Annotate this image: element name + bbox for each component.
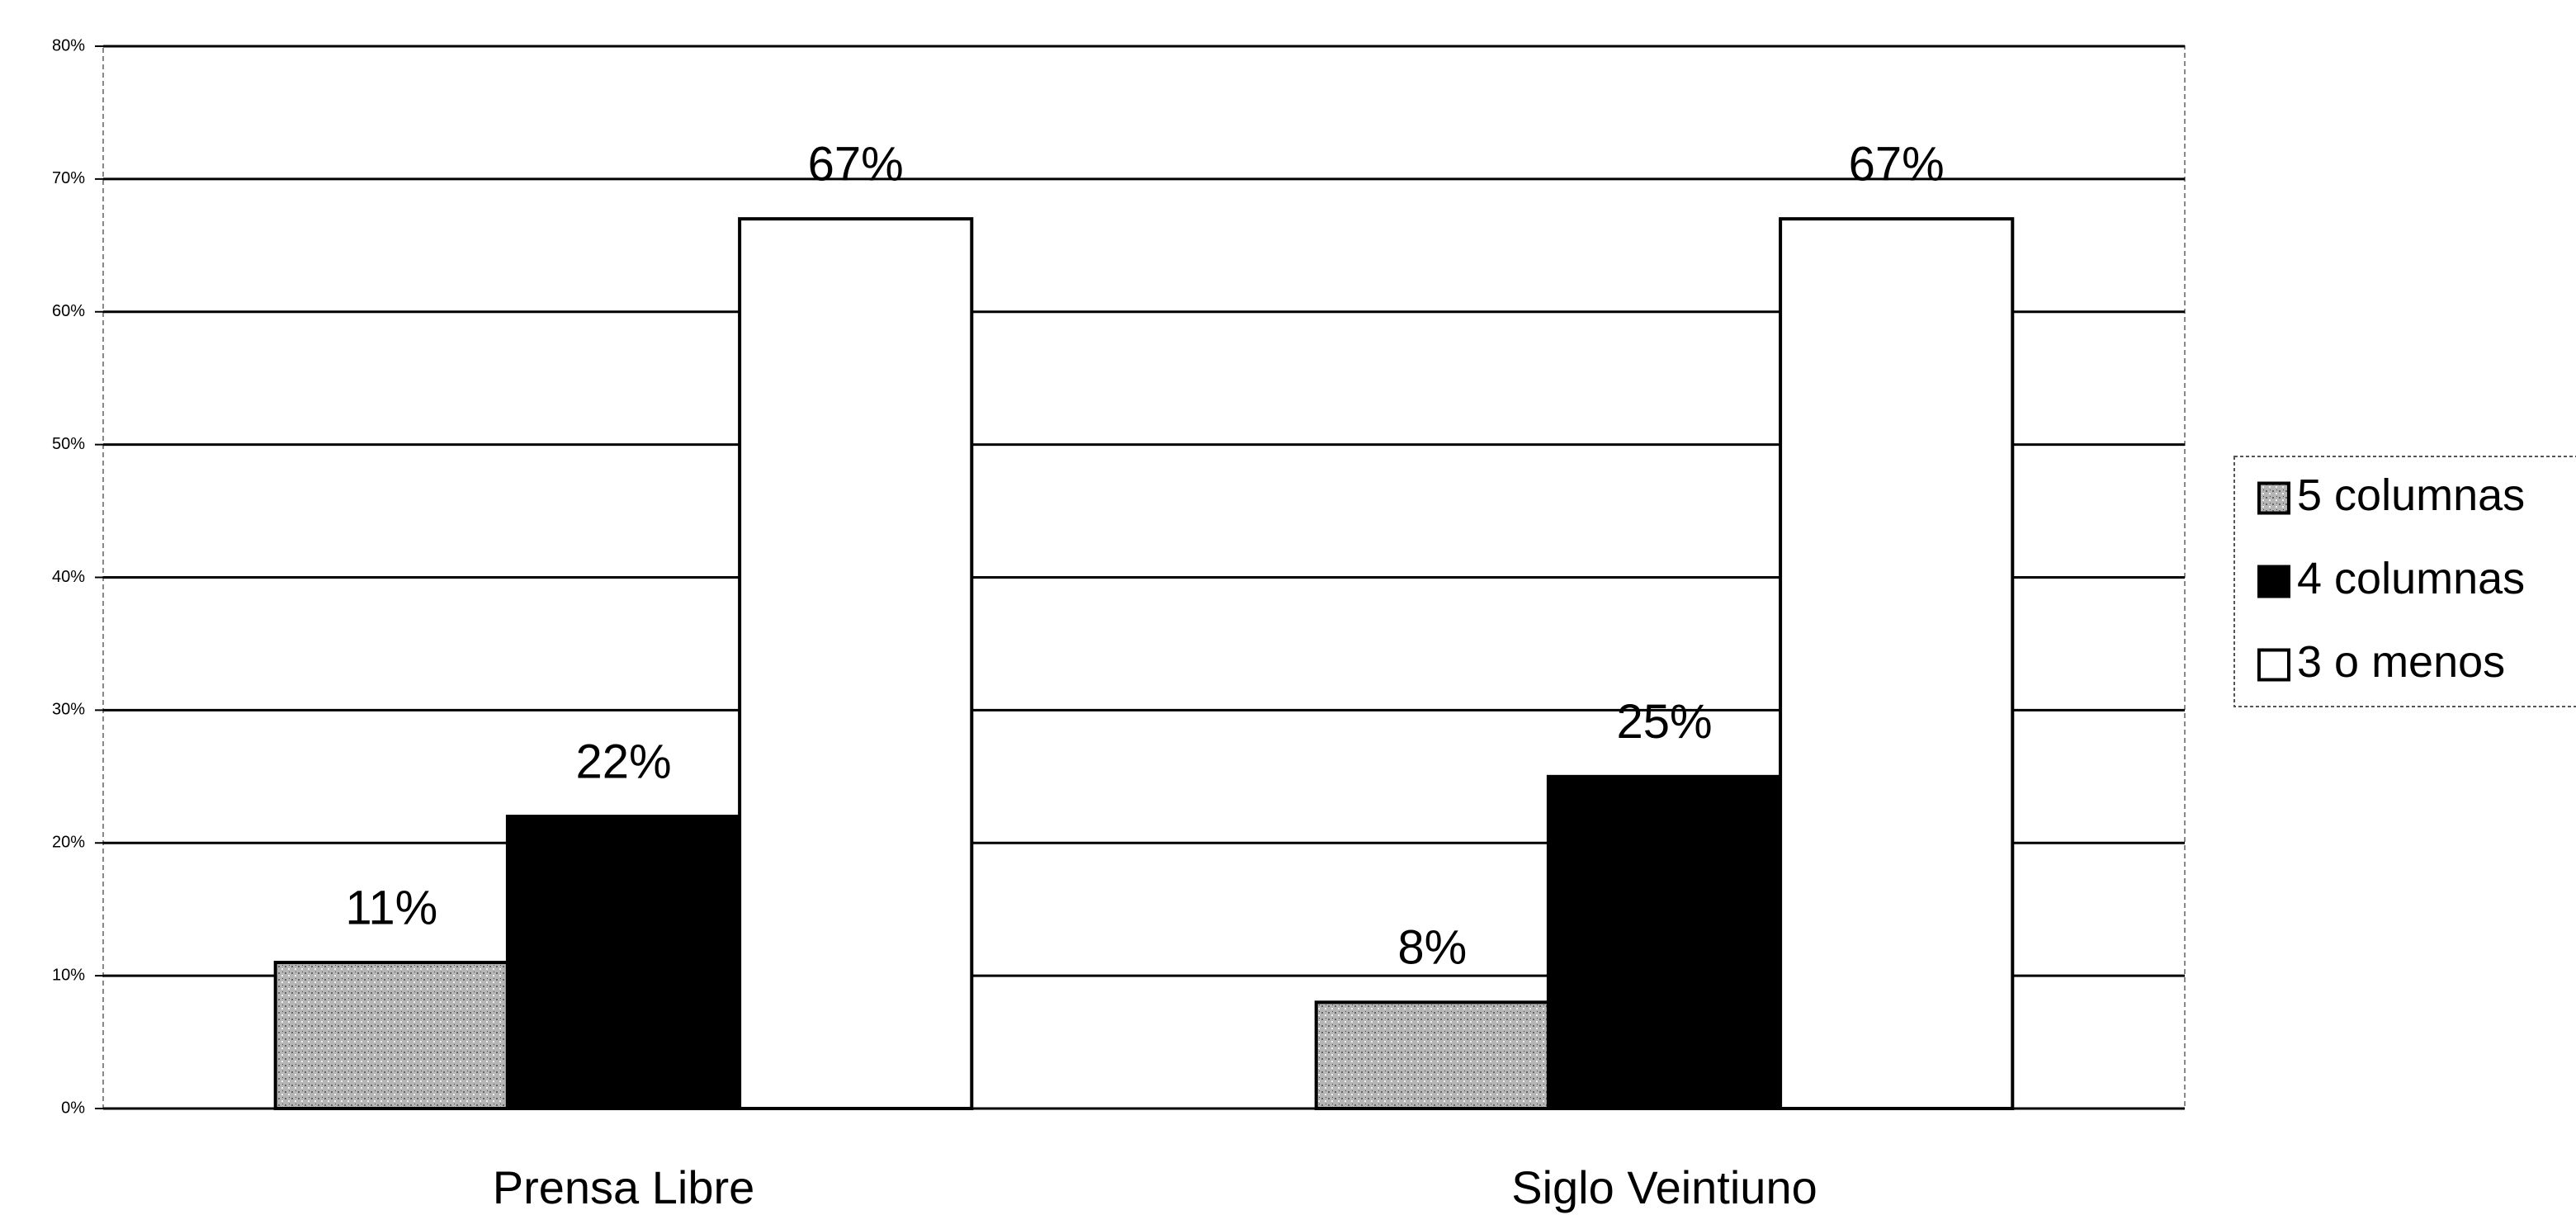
bar xyxy=(738,217,974,1111)
legend-swatch xyxy=(2257,565,2290,598)
x-tick-label: Siglo Veintiuno xyxy=(1511,1161,1817,1213)
data-label: 67% xyxy=(808,137,904,191)
data-label: 67% xyxy=(1849,137,1945,191)
data-label: 25% xyxy=(1616,695,1712,749)
y-tick-label: 40% xyxy=(52,568,85,586)
legend-label: 4 columnas xyxy=(2297,554,2525,603)
legend-label: 3 o menos xyxy=(2297,637,2505,687)
bar xyxy=(1546,774,1783,1110)
y-tick-label: 10% xyxy=(52,966,85,984)
legend-swatch xyxy=(2257,481,2290,515)
bar xyxy=(1779,217,2015,1111)
y-tick-label: 60% xyxy=(52,302,85,320)
data-label: 22% xyxy=(575,735,671,788)
bar xyxy=(1314,1000,1550,1111)
legend-box xyxy=(2233,456,2576,707)
bar xyxy=(505,815,742,1110)
y-tick-label: 80% xyxy=(52,36,85,54)
y-tick-label: 0% xyxy=(61,1099,85,1117)
bar xyxy=(273,961,509,1110)
y-tick-label: 50% xyxy=(52,435,85,453)
legend-label: 5 columnas xyxy=(2297,470,2525,520)
data-label: 8% xyxy=(1397,921,1467,975)
y-tick-label: 30% xyxy=(52,701,85,719)
y-tick-label: 70% xyxy=(52,169,85,187)
data-label: 11% xyxy=(345,881,437,934)
x-tick-label: Prensa Libre xyxy=(493,1161,755,1213)
y-tick-label: 20% xyxy=(52,834,85,852)
legend-swatch xyxy=(2257,648,2290,682)
